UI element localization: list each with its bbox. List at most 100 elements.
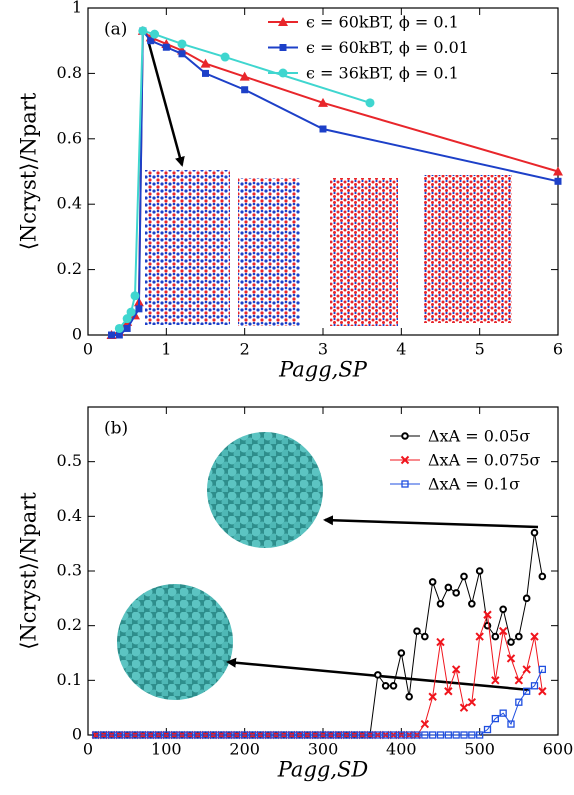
marker	[538, 665, 546, 674]
marker	[491, 714, 499, 723]
marker	[389, 731, 398, 739]
marker	[147, 37, 155, 45]
marker	[147, 731, 155, 739]
marker	[421, 632, 429, 641]
legend-marker	[278, 68, 288, 78]
snapshot	[238, 178, 300, 326]
marker	[131, 731, 139, 739]
marker	[217, 731, 225, 739]
marker	[295, 731, 304, 739]
y-tick-label: 0.5	[57, 451, 82, 470]
legend-marker	[401, 432, 409, 440]
marker	[382, 731, 390, 739]
marker	[311, 731, 319, 739]
marker	[123, 731, 131, 739]
marker	[515, 698, 523, 706]
y-tick-label: 0.2	[57, 259, 82, 278]
marker	[233, 731, 241, 739]
marker	[178, 731, 186, 739]
legend-text: ϵ = 60kBT, ϕ = 0.1	[306, 13, 459, 32]
marker	[429, 731, 437, 739]
marker	[319, 731, 327, 739]
marker	[241, 86, 249, 94]
marker	[499, 709, 507, 717]
y-axis-title: ⟨Ncryst⟩/Npart	[17, 92, 41, 250]
marker	[483, 725, 492, 734]
cluster-image	[117, 584, 233, 700]
marker	[374, 731, 382, 739]
marker	[139, 731, 147, 739]
marker	[498, 626, 508, 636]
marker	[459, 703, 469, 712]
marker	[319, 125, 327, 133]
y-tick-label: 0.1	[57, 670, 82, 689]
cluster-image	[207, 432, 323, 548]
marker	[499, 605, 507, 614]
x-tick-label: 1	[161, 340, 171, 359]
legend-text: ϵ = 60kBT, ϕ = 0.01	[306, 38, 469, 57]
marker	[507, 720, 515, 728]
x-tick-label: 4	[396, 340, 406, 359]
marker	[225, 731, 233, 739]
marker	[366, 731, 374, 739]
marker	[303, 731, 311, 739]
marker	[530, 682, 539, 690]
legend-marker	[401, 480, 409, 488]
marker	[350, 731, 358, 739]
marker	[468, 600, 476, 608]
marker	[553, 166, 563, 176]
marker	[381, 682, 390, 690]
series-line	[95, 669, 543, 736]
marker	[288, 731, 296, 739]
marker	[241, 731, 249, 739]
marker	[92, 731, 100, 739]
marker	[138, 26, 148, 36]
x-tick-label: 2	[240, 340, 250, 359]
marker	[506, 654, 516, 663]
marker	[475, 567, 484, 575]
marker	[123, 324, 131, 332]
marker	[194, 731, 202, 739]
marker	[107, 731, 116, 739]
y-tick-label: 0	[72, 325, 82, 344]
marker	[126, 307, 136, 317]
marker	[186, 731, 194, 739]
x-axis-title: Pagg,SD	[277, 758, 369, 782]
marker	[327, 731, 335, 739]
x-tick-label: 6	[553, 340, 563, 359]
legend-marker	[278, 17, 288, 26]
y-tick-label: 0.4	[57, 194, 82, 213]
x-tick-label: 0	[83, 340, 93, 359]
x-tick-label: 300	[308, 740, 339, 759]
marker	[436, 600, 445, 608]
marker	[318, 97, 328, 107]
x-tick-label: 400	[386, 740, 417, 759]
marker	[239, 71, 250, 81]
marker	[421, 731, 429, 739]
marker	[162, 43, 170, 51]
marker	[209, 731, 217, 739]
marker	[150, 29, 160, 39]
snapshot	[330, 178, 398, 326]
x-tick-label: 600	[543, 740, 574, 759]
marker	[491, 676, 500, 685]
arrow	[323, 515, 539, 529]
marker	[530, 632, 539, 641]
marker	[374, 671, 382, 679]
marker	[476, 731, 484, 739]
marker	[460, 731, 468, 739]
x-tick-label: 200	[229, 740, 260, 759]
marker	[264, 731, 272, 739]
marker	[389, 682, 398, 690]
y-tick-label: 0.3	[57, 561, 82, 580]
marker	[170, 731, 178, 739]
marker	[280, 731, 288, 739]
marker	[177, 39, 187, 49]
marker	[100, 731, 108, 739]
marker	[523, 687, 531, 695]
marker	[428, 692, 437, 701]
marker	[201, 731, 210, 739]
snapshot	[424, 175, 512, 323]
marker	[522, 594, 531, 603]
marker	[200, 58, 211, 68]
